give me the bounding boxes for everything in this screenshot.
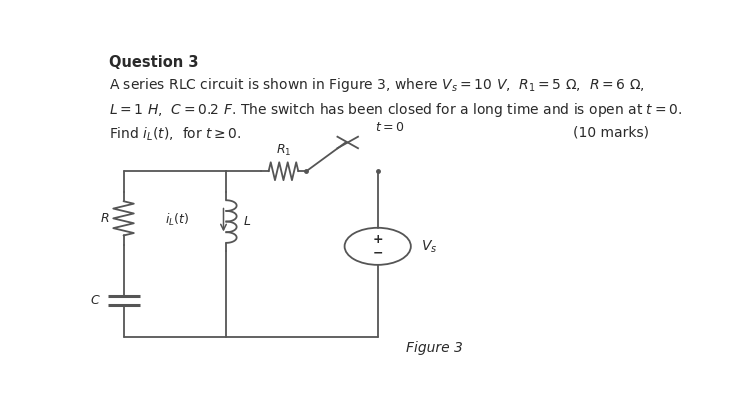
Text: $L=1\ H$,  $C=0.2\ F$. The switch has been closed for a long time and is open at: $L=1\ H$, $C=0.2\ F$. The switch has bee… [109, 101, 682, 119]
Text: $i_L(t)$: $i_L(t)$ [165, 212, 189, 228]
Text: $R$: $R$ [99, 212, 109, 225]
Text: Figure 3: Figure 3 [406, 341, 464, 355]
Text: $t=0$: $t=0$ [375, 122, 404, 134]
Text: (10 marks): (10 marks) [573, 126, 649, 140]
Text: $C$: $C$ [90, 294, 101, 307]
Text: $R_1$: $R_1$ [276, 143, 291, 158]
Text: A series RLC circuit is shown in Figure 3, where $V_s =10\ V$,  $R_1 =5\ \Omega$: A series RLC circuit is shown in Figure … [109, 76, 645, 94]
Text: +: + [372, 233, 383, 246]
Text: $V_s$: $V_s$ [421, 238, 438, 254]
Text: Question 3: Question 3 [109, 55, 199, 70]
Text: $L$: $L$ [243, 215, 252, 228]
Text: Find $i_L(t)$,  for $t\geq 0$.: Find $i_L(t)$, for $t\geq 0$. [109, 126, 242, 143]
Text: −: − [372, 247, 383, 260]
